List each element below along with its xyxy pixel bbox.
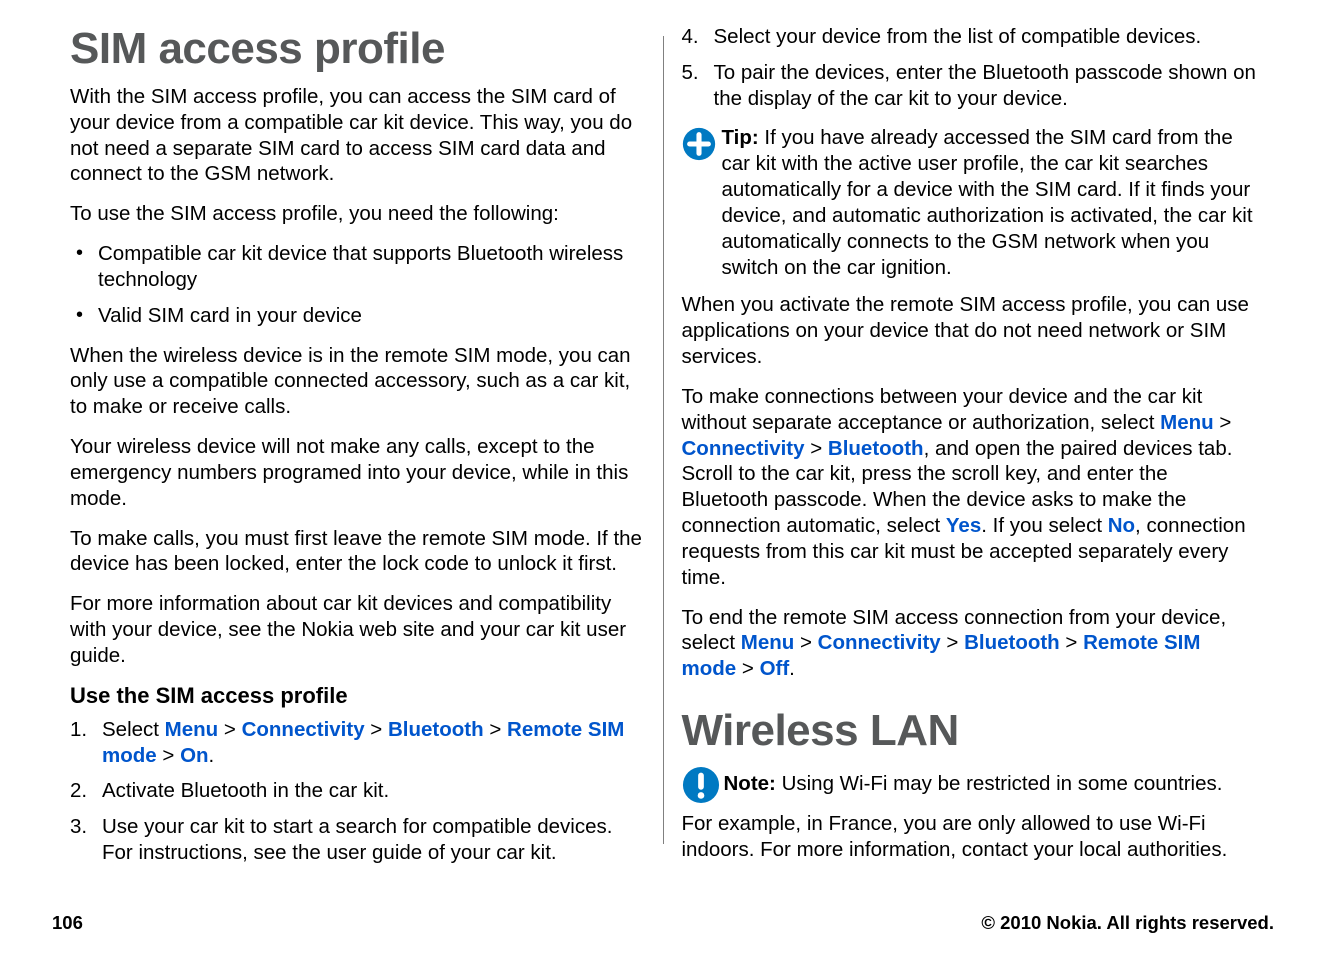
text: .	[789, 657, 795, 680]
para: With the SIM access profile, you can acc…	[70, 84, 645, 187]
menu-link: Menu	[741, 631, 795, 654]
step-number: 4.	[682, 24, 699, 50]
step-text: Use your car kit to start a search for c…	[102, 815, 612, 864]
steps-list-right: 4. Select your device from the list of c…	[682, 24, 1257, 111]
menu-link: Connectivity	[818, 631, 941, 654]
text: To make connections between your device …	[682, 385, 1203, 434]
tip-body: If you have already accessed the SIM car…	[722, 126, 1253, 278]
step-item: 3. Use your car kit to start a search fo…	[70, 814, 645, 866]
menu-sep: >	[484, 718, 507, 741]
step-item: 1. Select Menu > Connectivity > Bluetoot…	[70, 717, 645, 769]
plus-icon	[682, 127, 716, 161]
menu-link: Connectivity	[242, 718, 365, 741]
note-icon-wrap	[682, 766, 720, 811]
page-number: 106	[52, 912, 83, 934]
para-end: To end the remote SIM access connection …	[682, 605, 1257, 682]
menu-link: Menu	[1160, 411, 1214, 434]
menu-link: Menu	[165, 718, 219, 741]
menu-sep: >	[1060, 631, 1083, 654]
step-text-post: .	[209, 744, 215, 767]
subheading-use-profile: Use the SIM access profile	[70, 683, 645, 709]
menu-sep: >	[941, 631, 964, 654]
bullet-item: Valid SIM card in your device	[70, 303, 645, 329]
footer: 106 © 2010 Nokia. All rights reserved.	[52, 912, 1274, 934]
tip-text: Tip: If you have already accessed the SI…	[722, 125, 1257, 280]
menu-link: Bluetooth	[828, 437, 924, 460]
heading-wlan: Wireless LAN	[682, 706, 1257, 756]
menu-link: Bluetooth	[388, 718, 484, 741]
menu-sep: >	[218, 718, 241, 741]
tip-label: Tip:	[722, 126, 765, 149]
para-auth: To make connections between your device …	[682, 384, 1257, 591]
step-text-pre: Select	[102, 718, 165, 741]
step-number: 5.	[682, 60, 699, 86]
tip-icon-wrap	[682, 125, 722, 280]
tip-block: Tip: If you have already accessed the SI…	[682, 125, 1257, 280]
step-item: 5. To pair the devices, enter the Blueto…	[682, 60, 1257, 112]
page: SIM access profile With the SIM access p…	[0, 0, 1322, 954]
para: For more information about car kit devic…	[70, 591, 645, 668]
text: . If you select	[981, 514, 1107, 537]
step-text: To pair the devices, enter the Bluetooth…	[714, 61, 1256, 110]
column-right: 4. Select your device from the list of c…	[664, 16, 1275, 934]
step-text: Select your device from the list of comp…	[714, 25, 1202, 48]
para: Your wireless device will not make any c…	[70, 434, 645, 511]
menu-sep: >	[157, 744, 180, 767]
step-item: 2. Activate Bluetooth in the car kit.	[70, 778, 645, 804]
yes-link: Yes	[946, 514, 981, 537]
para: When the wireless device is in the remot…	[70, 343, 645, 420]
step-number: 2.	[70, 778, 87, 804]
copyright: © 2010 Nokia. All rights reserved.	[981, 912, 1274, 934]
note-label: Note:	[724, 772, 782, 795]
bullet-list: Compatible car kit device that supports …	[70, 241, 645, 328]
heading-sim-access: SIM access profile	[70, 24, 645, 74]
step-number: 1.	[70, 717, 87, 743]
menu-sep: >	[736, 657, 759, 680]
step-item: 4. Select your device from the list of c…	[682, 24, 1257, 50]
para: When you activate the remote SIM access …	[682, 292, 1257, 369]
steps-list-left: 1. Select Menu > Connectivity > Bluetoot…	[70, 717, 645, 866]
menu-link: Bluetooth	[964, 631, 1060, 654]
note-block: Note: Using Wi-Fi may be restricted in s…	[682, 766, 1257, 862]
step-number: 3.	[70, 814, 87, 840]
info-icon	[682, 766, 720, 804]
menu-sep: >	[794, 631, 817, 654]
menu-link: Off	[760, 657, 790, 680]
para: To use the SIM access profile, you need …	[70, 201, 645, 227]
bullet-item: Compatible car kit device that supports …	[70, 241, 645, 293]
menu-link: On	[180, 744, 208, 767]
para: To make calls, you must first leave the …	[70, 526, 645, 578]
menu-sep: >	[1214, 411, 1232, 434]
no-link: No	[1108, 514, 1135, 537]
menu-sep: >	[365, 718, 388, 741]
step-text: Activate Bluetooth in the car kit.	[102, 779, 389, 802]
menu-link: Connectivity	[682, 437, 805, 460]
menu-sep: >	[805, 437, 828, 460]
column-left: SIM access profile With the SIM access p…	[52, 16, 663, 934]
